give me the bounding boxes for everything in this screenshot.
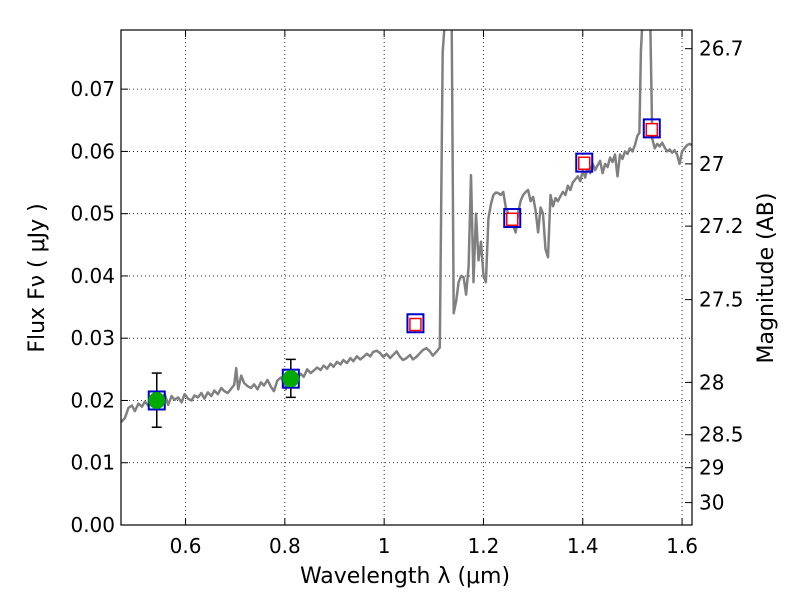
y-axis-label: Flux Fν ( μJy ) (25, 203, 50, 352)
model-box-marker (575, 152, 594, 173)
predicted-marker (409, 317, 422, 332)
y-tick-label: 0.02 (70, 388, 115, 412)
right-tick-label: 28 (699, 370, 724, 394)
x-tick-label: 1.6 (666, 534, 698, 558)
y-tick-label: 0.07 (70, 77, 115, 101)
y-tick-label: 0.04 (70, 264, 115, 288)
model-box-marker (503, 208, 522, 229)
y-tick-label: 0.00 (70, 513, 115, 537)
y-tick-label: 0.05 (70, 202, 115, 226)
y-axis-right-label: Magnitude (AB) (754, 193, 779, 364)
predicted-marker (578, 156, 591, 170)
plot-area (121, 30, 692, 424)
y-tick-label: 0.01 (70, 451, 115, 475)
x-tick-label: 1.4 (567, 534, 599, 558)
predicted-marker (506, 212, 519, 227)
x-tick-label: 1.2 (468, 534, 500, 558)
x-tick-label: 1 (378, 534, 391, 558)
right-tick-label: 30 (699, 491, 724, 515)
predicted-marker (645, 122, 659, 137)
photometry-point (282, 370, 300, 388)
x-tick-label: 0.6 (170, 534, 202, 558)
model-box-marker (406, 313, 425, 334)
markers (147, 118, 661, 428)
axis-ticks: 0.6 0.8 1 1.2 1.4 1.6 0.00 0.01 0.02 0.03 0.04 0.05… (70, 30, 744, 558)
photometry-point (148, 391, 166, 409)
right-tick-label: 28.5 (699, 423, 744, 447)
right-tick-label: 27.5 (699, 288, 744, 312)
x-tick-label: 0.8 (269, 534, 301, 558)
sed-model-line (121, 30, 692, 424)
right-tick-label: 26.7 (699, 37, 744, 61)
y-tick-label: 0.06 (70, 139, 115, 163)
plot-frame (120, 29, 693, 526)
right-tick-label: 29 (699, 456, 724, 480)
right-tick-label: 27 (699, 152, 724, 176)
y-tick-label: 0.03 (70, 326, 115, 350)
x-axis-label: Wavelength λ (μm) (300, 564, 510, 589)
right-tick-label: 27.2 (699, 214, 744, 238)
grid (121, 30, 692, 526)
model-box-marker (642, 118, 661, 139)
